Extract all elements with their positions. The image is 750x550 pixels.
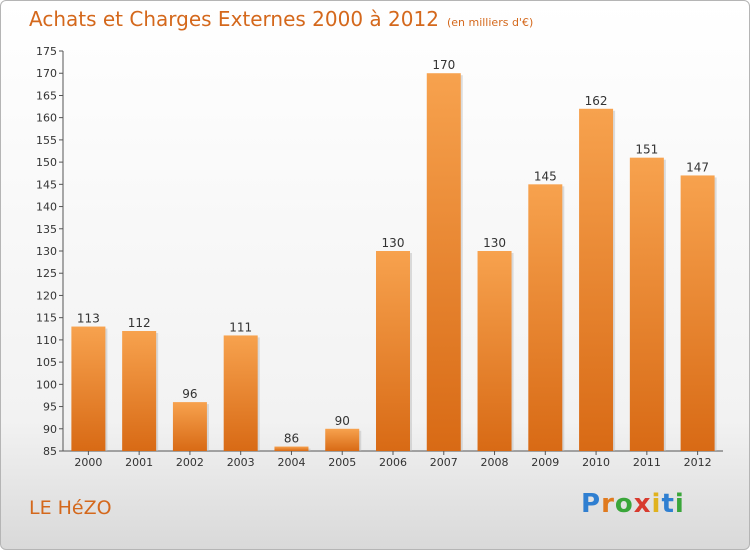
bar (629, 157, 664, 451)
y-tick-label: 145 (36, 178, 57, 191)
bar-value-label: 151 (635, 143, 658, 157)
y-tick-label: 120 (36, 289, 57, 302)
bar (223, 335, 258, 451)
y-tick-label: 140 (36, 201, 57, 214)
y-tick-label: 170 (36, 67, 57, 80)
logo-letter: o (614, 489, 634, 519)
bar (376, 251, 410, 451)
y-tick-label: 175 (36, 45, 57, 58)
bar-value-label: 111 (229, 320, 252, 334)
bar-value-label: 130 (382, 236, 405, 250)
bar (680, 175, 715, 451)
y-tick-label: 125 (36, 267, 57, 280)
bar (122, 331, 157, 451)
logo-letter: P (581, 489, 602, 519)
bar-value-label: 145 (534, 169, 557, 183)
bar (477, 251, 512, 451)
x-tick-label: 2004 (277, 456, 305, 469)
bar-value-label: 112 (128, 316, 151, 330)
y-tick-label: 155 (36, 134, 57, 147)
chart-unit: (en milliers d'€) (446, 16, 534, 29)
x-tick-label: 2001 (125, 456, 153, 469)
x-tick-label: 2000 (74, 456, 102, 469)
bar-value-label: 147 (686, 160, 709, 174)
y-tick-label: 160 (36, 112, 57, 125)
chart-title-block: Achats et Charges Externes 2000 à 2012 (e… (29, 7, 533, 31)
x-tick-label: 2007 (430, 456, 458, 469)
y-tick-label: 110 (36, 334, 57, 347)
bar (274, 446, 309, 451)
x-tick-label: 2002 (176, 456, 204, 469)
logo-letter: i (674, 489, 685, 519)
x-tick-label: 2009 (531, 456, 559, 469)
x-tick-label: 2012 (684, 456, 712, 469)
logo-letter: r (601, 489, 615, 519)
bar (172, 402, 207, 451)
bar-value-label: 162 (585, 94, 608, 108)
bar (579, 108, 614, 452)
y-tick-label: 105 (36, 356, 57, 369)
bar-value-label: 96 (182, 387, 197, 401)
x-tick-label: 2006 (379, 456, 407, 469)
bar (426, 73, 461, 451)
y-tick-label: 115 (36, 312, 57, 325)
y-tick-label: 165 (36, 89, 57, 102)
chart-title: Achats et Charges Externes 2000 à 2012 (29, 7, 439, 31)
y-tick-label: 135 (36, 223, 57, 236)
logo-letter: i (651, 489, 662, 519)
y-tick-label: 100 (36, 378, 57, 391)
bar-value-label: 86 (284, 432, 299, 446)
x-tick-label: 2011 (633, 456, 661, 469)
y-tick-label: 150 (36, 156, 57, 169)
x-tick-label: 2010 (582, 456, 610, 469)
bar-value-label: 90 (335, 414, 350, 428)
y-tick-label: 95 (43, 401, 57, 414)
bar (71, 326, 106, 451)
bar (325, 428, 360, 451)
bar-value-label: 113 (77, 312, 100, 326)
y-tick-label: 130 (36, 245, 57, 258)
bar-value-label: 170 (432, 58, 455, 72)
proxiti-logo[interactable]: Proxiti (581, 489, 685, 519)
bar-value-label: 130 (483, 236, 506, 250)
logo-letter: x (633, 489, 652, 519)
x-tick-label: 2003 (227, 456, 255, 469)
x-tick-label: 2005 (328, 456, 356, 469)
logo-letter: t (661, 489, 675, 519)
place-name: LE HéZO (29, 497, 112, 519)
y-tick-label: 85 (43, 445, 57, 458)
x-tick-label: 2008 (481, 456, 509, 469)
y-tick-label: 90 (43, 423, 57, 436)
bar (528, 184, 563, 452)
